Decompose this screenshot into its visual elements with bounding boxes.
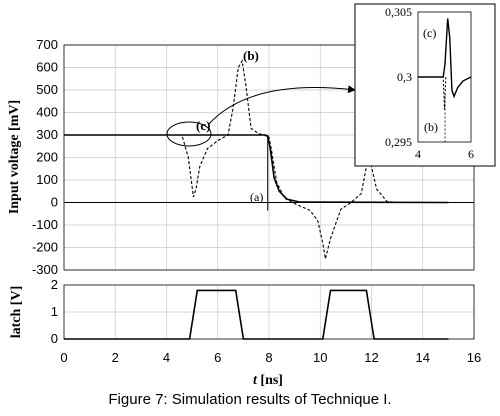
latch-y-ticks: 2 1 0 — [51, 277, 58, 346]
x-tick-label: 12 — [364, 350, 378, 365]
x-axis-variable: t — [253, 373, 258, 388]
main-y-tick-label: -100 — [32, 217, 58, 232]
main-y-tick-label: 700 — [36, 37, 58, 52]
main-y-tick-label: -300 — [32, 262, 58, 277]
latch-y-axis-label: latch [V] — [9, 286, 24, 339]
x-tick-label: 0 — [60, 350, 67, 365]
x-tick-label: 4 — [163, 350, 170, 365]
main-series-solid-line — [64, 134, 449, 204]
main-y-tick-label: 600 — [36, 60, 58, 75]
zoom-ellipse — [166, 121, 212, 147]
main-y-tick-label: 0 — [51, 195, 58, 210]
main-y-tick-label: -200 — [32, 240, 58, 255]
main-y-tick-label: 400 — [36, 105, 58, 120]
main-y-axis-label: Input voltage [mV] — [7, 100, 22, 214]
x-tick-label: 6 — [214, 350, 221, 365]
latch-y-tick-label: 1 — [51, 304, 58, 319]
main-series — [64, 59, 449, 259]
inset-y-tick-label: 0,3 — [397, 70, 412, 84]
inset-series-solid-line — [418, 18, 472, 99]
latch-y-tick-label: 0 — [51, 331, 58, 346]
latch-y-tick-label: 2 — [51, 277, 58, 292]
latch-grid — [64, 285, 474, 339]
x-tick-label: 14 — [416, 350, 430, 365]
inset-y-ticks: 0,305 0,3 0,295 — [385, 5, 412, 149]
main-plot: 700 600 500 400 300 200 100 0 -100 -200 -300 Input… — [7, 37, 475, 277]
inset-series — [418, 18, 472, 142]
x-axis-label: t [ns] — [253, 373, 283, 388]
label-c: (c) — [196, 118, 210, 133]
x-tick-label: 2 — [112, 350, 119, 365]
inset-x-tick-label: 6 — [468, 147, 474, 161]
latch-series-line — [64, 289, 449, 340]
main-y-tick-label: 300 — [36, 127, 58, 142]
inset-series-dashed-line — [418, 76, 447, 110]
inset-label-b: (b) — [424, 120, 438, 134]
main-series-dashed-line — [64, 59, 449, 259]
zoom-arrow — [207, 85, 356, 126]
x-tick-label: 16 — [467, 350, 481, 365]
inset-y-tick-label: 0,295 — [385, 135, 412, 149]
inset-label-c: (c) — [423, 26, 436, 40]
main-y-tick-label: 200 — [36, 150, 58, 165]
x-ticks: 0 2 4 6 8 10 12 14 16 — [60, 350, 481, 365]
latch-series — [64, 289, 449, 340]
latch-plot: 210 0 2 4 6 8 10 12 14 16 latch [V] t [ns] — [9, 277, 481, 388]
inset-y-tick-label: 0,305 — [385, 5, 412, 19]
main-y-tick-label: 100 — [36, 172, 58, 187]
main-y-ticks: 700 600 500 400 300 200 100 0 -100 -200 -300 — [32, 37, 58, 277]
label-b: (b) — [243, 48, 259, 63]
x-tick-label: 10 — [313, 350, 327, 365]
inset-border — [354, 3, 496, 167]
x-tick-label: 8 — [265, 350, 272, 365]
label-a: (a) — [250, 190, 263, 204]
inset-x-tick-label: 4 — [415, 147, 421, 161]
main-y-tick-label: 500 — [36, 82, 58, 97]
x-axis-unit: [ns] — [257, 373, 283, 388]
figure-caption: Figure 7: Simulation results of Techniqu… — [108, 391, 392, 408]
